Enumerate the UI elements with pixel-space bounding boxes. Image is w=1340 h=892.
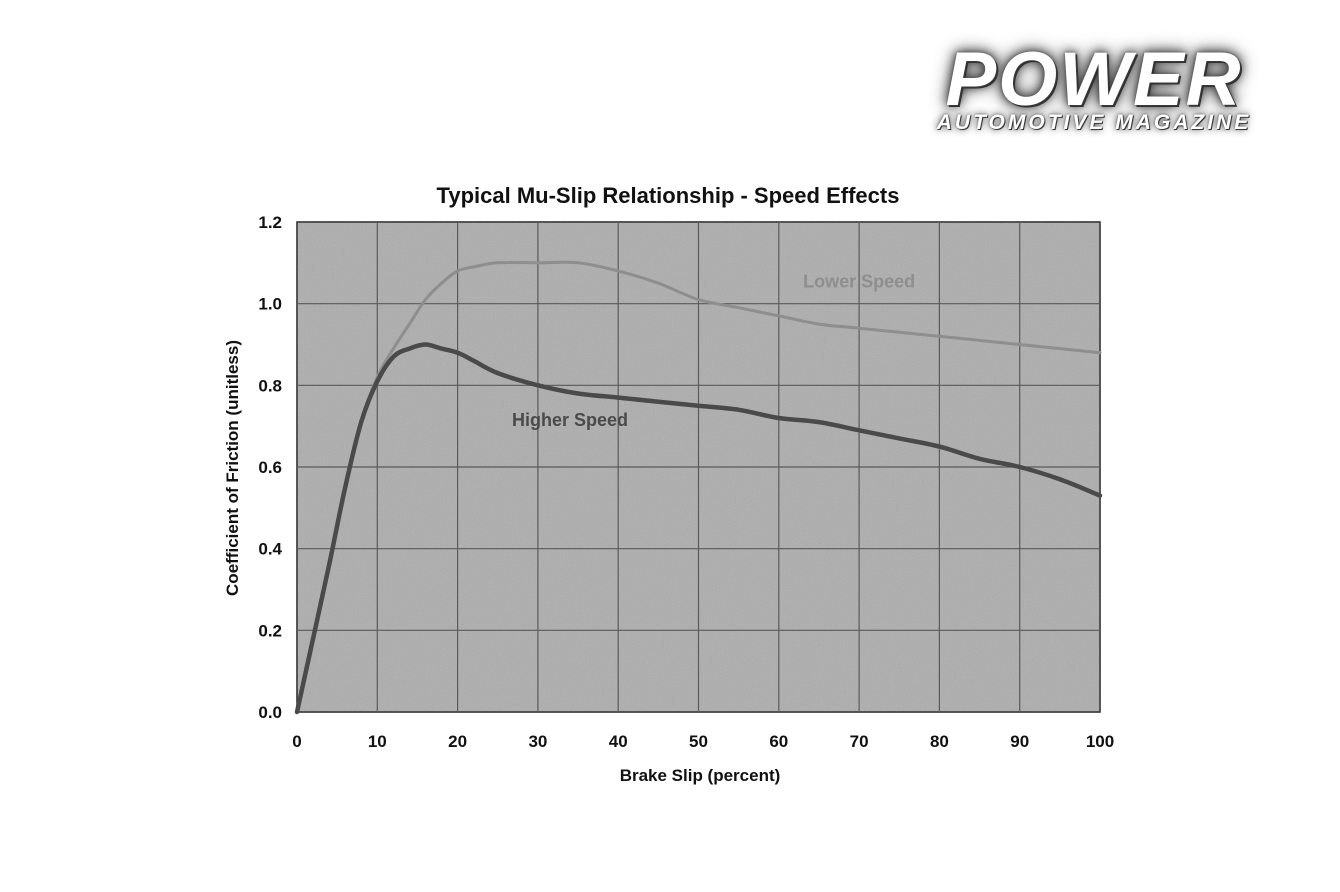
y-tick-label: 1.0 xyxy=(258,295,282,314)
logo-word: POWER xyxy=(945,37,1243,122)
y-tick-label: 0.8 xyxy=(258,376,282,395)
grid-lines xyxy=(297,222,1100,712)
chart-title: Typical Mu-Slip Relationship - Speed Eff… xyxy=(437,183,900,208)
x-tick-label: 50 xyxy=(689,732,708,751)
y-tick-label: 0.4 xyxy=(258,540,282,559)
y-tick-label: 0.2 xyxy=(258,621,282,640)
x-tick-label: 80 xyxy=(930,732,949,751)
x-tick-label: 0 xyxy=(292,732,301,751)
logo-subtitle: AUTOMOTIVE MAGAZINE xyxy=(936,111,1252,134)
power-magazine-logo: POWER AUTOMOTIVE MAGAZINE xyxy=(884,40,1304,144)
annotation-higher-speed: Higher Speed xyxy=(512,410,628,430)
y-axis-label: Coefficient of Friction (unitless) xyxy=(223,340,242,596)
x-tick-label: 30 xyxy=(528,732,547,751)
series-lines xyxy=(294,260,1103,715)
x-tick-label: 40 xyxy=(609,732,628,751)
series-annotations: Lower Speed Higher Speed xyxy=(512,271,915,430)
y-tick-label: 1.2 xyxy=(258,213,282,232)
annotation-lower-speed: Lower Speed xyxy=(803,271,915,291)
y-tick-label: 0.6 xyxy=(258,458,282,477)
y-tick-label: 0.0 xyxy=(258,703,282,722)
x-tick-label: 90 xyxy=(1010,732,1029,751)
x-tick-label: 70 xyxy=(850,732,869,751)
x-tick-label: 20 xyxy=(448,732,467,751)
x-tick-label: 100 xyxy=(1086,732,1114,751)
tick-labels: 0 10 20 30 40 50 60 70 80 90 100 0.0 0.2 0.4 0.6 0.8 1.0… xyxy=(258,213,1114,751)
x-axis-label: Brake Slip (percent) xyxy=(620,766,781,785)
x-tick-label: 60 xyxy=(769,732,788,751)
x-tick-label: 10 xyxy=(368,732,387,751)
series-line-higher-speed xyxy=(294,342,1103,715)
